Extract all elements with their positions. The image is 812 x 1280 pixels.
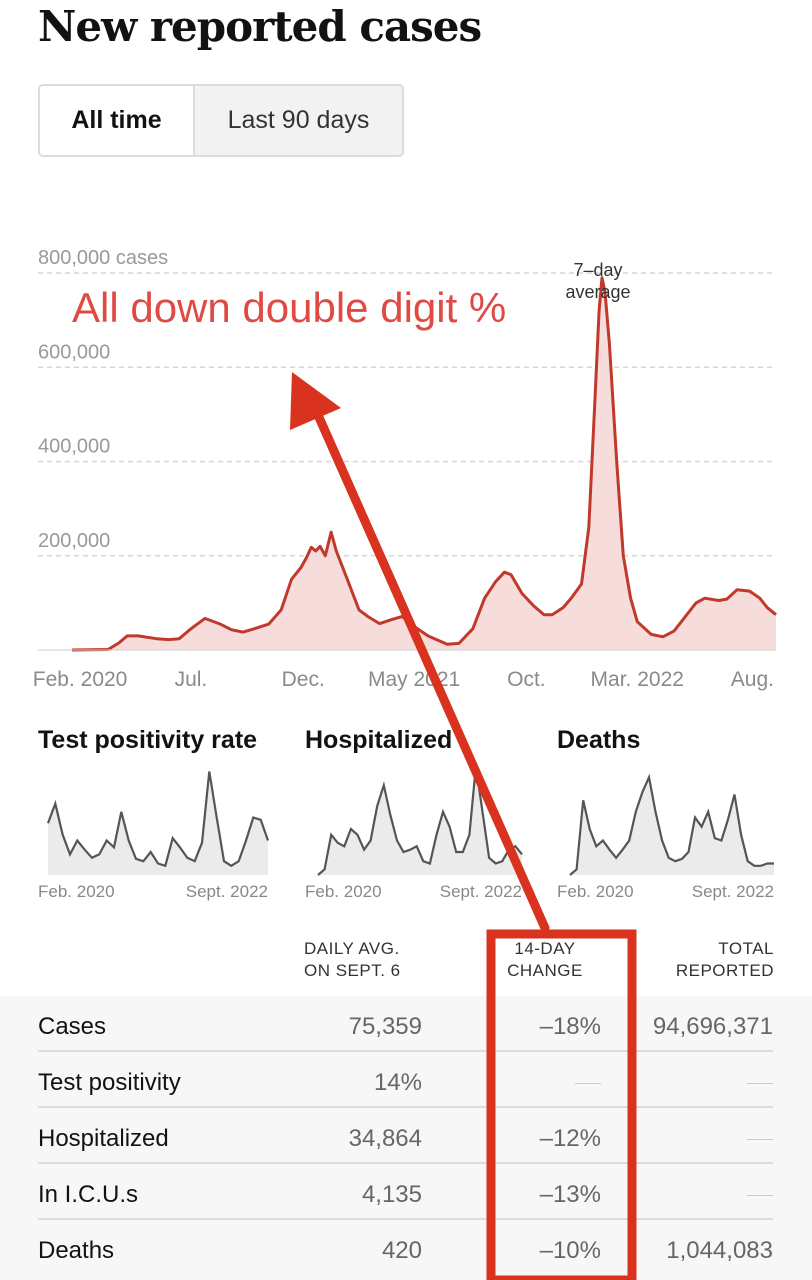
y-tick-label: 400,000 <box>38 436 110 458</box>
row-label: In I.C.U.s <box>38 1181 139 1208</box>
deaths-sparkline <box>569 773 774 876</box>
test-positivity-sparkline-fill <box>48 771 268 875</box>
table-row: In I.C.U.s 4,135 –13% <box>38 1164 773 1220</box>
header-line: ON SEPT. 6 <box>304 961 401 980</box>
callout-text: All down double digit % <box>72 284 506 331</box>
last-90-days-button[interactable]: Last 90 days <box>195 86 402 155</box>
y-tick-label: 200,000 <box>38 530 110 552</box>
table-row: Cases 75,359 –18% 94,696,371 <box>38 996 773 1052</box>
header-line: REPORTED <box>675 961 774 980</box>
header-line: 14-DAY <box>514 939 576 958</box>
daily-avg-value: 14% <box>373 1069 422 1096</box>
no-data-dash <box>575 1069 601 1097</box>
test-positivity-title: Test positivity rate <box>38 726 257 754</box>
spark-tick-end: Sept. 2022 <box>692 882 774 901</box>
row-label: Deaths <box>38 1237 115 1264</box>
x-tick-label: Mar. 2022 <box>591 668 684 691</box>
sparkline-panel: Test positivity rate Hospitalized Deaths… <box>38 726 774 901</box>
daily-avg-value: 75,359 <box>348 1013 422 1040</box>
spark-tick-start: Feb. 2020 <box>38 882 115 901</box>
seven-day-annotation-line2: average <box>565 282 630 302</box>
total-value: 94,696,371 <box>652 1013 773 1040</box>
row-label: Cases <box>38 1013 107 1040</box>
spark-tick-end: Sept. 2022 <box>186 882 268 901</box>
no-data-dash <box>747 1069 773 1097</box>
change-value: –10% <box>539 1237 601 1264</box>
header-line: DAILY AVG. <box>304 939 400 958</box>
col-header-total-reported: TOTAL REPORTED <box>676 938 774 982</box>
spark-tick-start: Feb. 2020 <box>557 882 634 901</box>
table-row: Deaths 420 –10% 1,044,083 <box>38 1220 773 1276</box>
hospitalized-title: Hospitalized <box>305 726 452 754</box>
no-data-dash <box>747 1125 773 1153</box>
daily-avg-value: 420 <box>381 1237 422 1264</box>
test-positivity-sparkline <box>46 771 270 868</box>
deaths-title: Deaths <box>557 726 640 754</box>
total-value: 1,044,083 <box>666 1237 773 1264</box>
seven-day-annotation-line1: 7–day <box>573 260 622 280</box>
change-value: –12% <box>539 1125 601 1152</box>
col-header-daily-avg: DAILY AVG. ON SEPT. 6 <box>304 938 401 982</box>
change-value: –18% <box>539 1013 601 1040</box>
all-time-button[interactable]: All time <box>40 86 195 155</box>
col-header-14-day-change: 14-DAY CHANGE <box>506 938 584 982</box>
cases-area <box>72 277 776 650</box>
row-label: Hospitalized <box>38 1125 169 1152</box>
change-value: –13% <box>539 1181 601 1208</box>
deaths-sparkline-fill <box>570 777 774 875</box>
x-tick-label: Aug. <box>731 668 774 691</box>
x-tick-label: Feb. 2020 <box>33 668 128 691</box>
daily-avg-value: 34,864 <box>348 1125 422 1152</box>
y-tick-label: 800,000 cases <box>38 247 168 269</box>
spark-tick-start: Feb. 2020 <box>305 882 382 901</box>
y-tick-label: 600,000 <box>38 341 110 363</box>
y-axis-labels: 200,000 400,000 600,000 800,000 cases <box>38 247 168 552</box>
spark-tick-end: Sept. 2022 <box>440 882 522 901</box>
page-title: New reported cases <box>38 2 482 51</box>
table-row: Test positivity 14% <box>38 1052 773 1108</box>
header-line: TOTAL <box>718 939 774 958</box>
daily-avg-value: 4,135 <box>361 1181 422 1208</box>
stats-table: Cases 75,359 –18% 94,696,371 Test positi… <box>0 996 812 1280</box>
no-data-dash <box>747 1181 773 1209</box>
row-label: Test positivity <box>38 1069 181 1096</box>
time-range-toggle: All time Last 90 days <box>38 84 404 157</box>
header-line: CHANGE <box>507 961 583 980</box>
table-row: Hospitalized 34,864 –12% <box>38 1108 773 1164</box>
x-tick-label: Jul. <box>175 668 208 691</box>
